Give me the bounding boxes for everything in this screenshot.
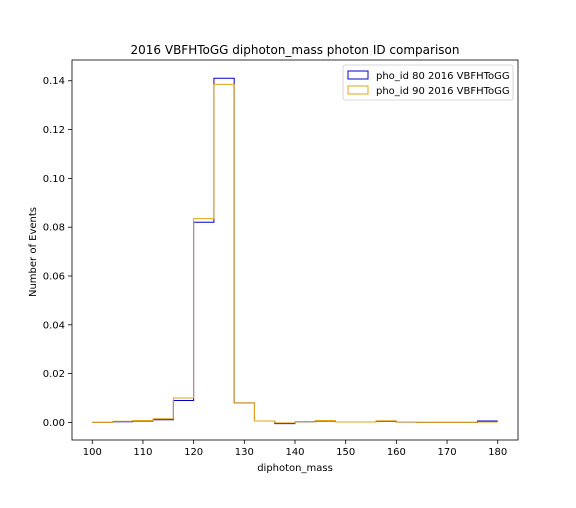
x-tick-label: 110 (133, 447, 152, 458)
y-tick-label: 0.00 (43, 418, 65, 429)
axes-frame (71, 59, 519, 441)
y-tick-label: 0.12 (43, 125, 65, 136)
chart-title: 2016 VBFHToGG diphoton_mass photon ID co… (131, 43, 460, 57)
series-line-1 (92, 77, 498, 425)
y-axis-label: Number of Events (28, 207, 39, 297)
legend-label: pho_id 90 2016 VBFHToGG (376, 86, 510, 97)
legend-box (342, 64, 514, 101)
y-tick-label: 0.06 (43, 271, 65, 282)
x-tick-label: 180 (488, 447, 507, 458)
x-tick-label: 140 (285, 447, 304, 458)
y-tick-label: 0.14 (43, 76, 65, 87)
legend-swatch (347, 85, 369, 95)
y-tick-label: 0.04 (43, 320, 65, 331)
legend-swatch (347, 70, 369, 80)
x-tick-label: 120 (184, 447, 203, 458)
plot-area: 100 110 120 130 140 150 160 170 180 0.00 0.02 0.04 0… (43, 59, 519, 458)
legend-label: pho_id 80 2016 VBFHToGG (376, 71, 510, 82)
y-tick-label: 0.10 (43, 174, 65, 185)
x-tick-label: 160 (387, 447, 406, 458)
y-tick-label: 0.02 (43, 369, 65, 380)
y-tick-label: 0.08 (43, 223, 65, 234)
x-tick-label: 150 (336, 447, 355, 458)
x-axis-label: diphoton_mass (257, 463, 333, 474)
x-tick-label: 130 (235, 447, 254, 458)
series-line-2 (92, 83, 498, 424)
x-tick-label: 100 (83, 447, 102, 458)
legend: pho_id 80 2016 VBFHToGG pho_id 90 2016 VB… (342, 64, 514, 101)
x-tick-label: 170 (437, 447, 456, 458)
